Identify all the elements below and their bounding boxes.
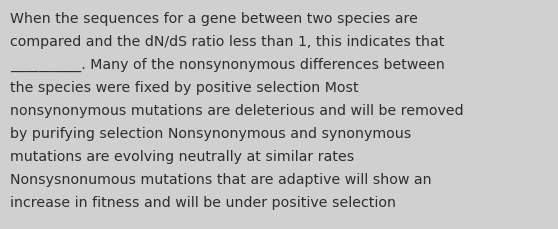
Text: by purifying selection Nonsynonymous and synonymous: by purifying selection Nonsynonymous and… [10,126,411,140]
Text: the species were fixed by positive selection Most: the species were fixed by positive selec… [10,81,359,95]
Text: mutations are evolving neutrally at similar rates: mutations are evolving neutrally at simi… [10,149,354,163]
Text: __________. Many of the nonsynonymous differences between: __________. Many of the nonsynonymous di… [10,58,445,72]
Text: compared and the dN/dS ratio less than 1, this indicates that: compared and the dN/dS ratio less than 1… [10,35,444,49]
Text: When the sequences for a gene between two species are: When the sequences for a gene between tw… [10,12,418,26]
Text: nonsynonymous mutations are deleterious and will be removed: nonsynonymous mutations are deleterious … [10,104,464,117]
Text: increase in fitness and will be under positive selection: increase in fitness and will be under po… [10,195,396,209]
Text: Nonsysnonumous mutations that are adaptive will show an: Nonsysnonumous mutations that are adapti… [10,172,432,186]
